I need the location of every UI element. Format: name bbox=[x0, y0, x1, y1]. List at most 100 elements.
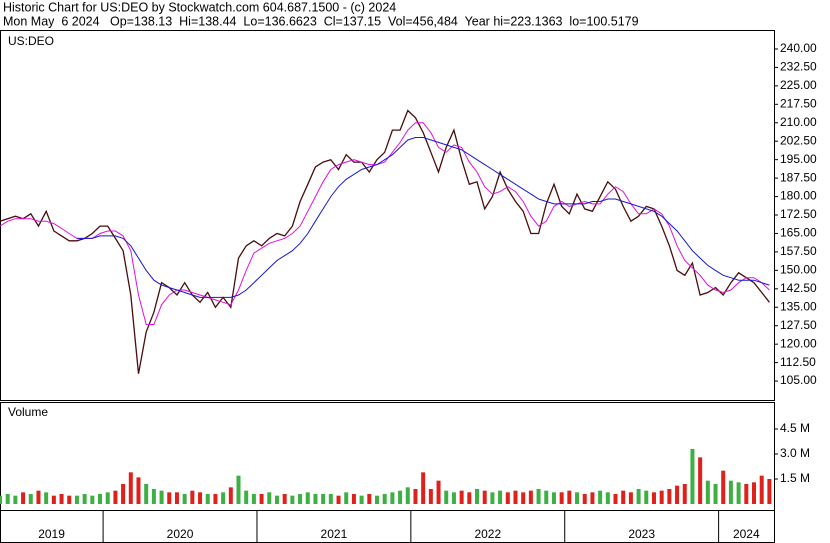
x-tick-label: 2022 bbox=[474, 527, 501, 541]
volume-bar bbox=[251, 494, 256, 504]
volume-bar bbox=[651, 492, 656, 504]
volume-bar bbox=[28, 494, 33, 504]
volume-bar bbox=[398, 490, 403, 504]
volume-bar bbox=[644, 490, 649, 504]
volume-bar bbox=[582, 494, 587, 504]
y-tick-label: 150.00 bbox=[780, 263, 817, 277]
y-tick-label: 217.50 bbox=[780, 96, 817, 110]
volume-bar bbox=[274, 495, 279, 504]
volume-bar bbox=[128, 472, 133, 504]
volume-bar bbox=[113, 490, 118, 504]
volume-bar bbox=[51, 495, 56, 504]
volume-bar bbox=[282, 494, 287, 504]
volume-bar bbox=[167, 492, 172, 504]
volume-bar bbox=[344, 492, 349, 504]
volume-bar bbox=[136, 477, 141, 504]
x-tick-label: 2023 bbox=[628, 527, 655, 541]
volume-bar bbox=[305, 492, 310, 504]
y-tick-label: 127.50 bbox=[780, 318, 817, 332]
y-tick-label: 232.50 bbox=[780, 60, 817, 74]
volume-bar bbox=[374, 495, 379, 504]
y-tick-label: 1.5 M bbox=[780, 471, 810, 485]
volume-bar bbox=[482, 490, 487, 504]
volume-bar bbox=[213, 494, 218, 504]
volume-bar bbox=[659, 490, 664, 504]
volume-bar bbox=[698, 457, 703, 504]
volume-bar bbox=[736, 482, 741, 504]
volume-bar bbox=[74, 495, 79, 504]
volume-bar bbox=[321, 494, 326, 504]
volume-bar bbox=[536, 489, 541, 504]
volume-bar bbox=[144, 484, 149, 504]
y-tick-label: 112.50 bbox=[780, 355, 816, 369]
y-tick-label: 165.00 bbox=[780, 226, 817, 240]
volume-bar bbox=[690, 449, 695, 504]
y-tick-label: 180.00 bbox=[780, 189, 817, 203]
symbol-label: US:DEO bbox=[8, 34, 54, 48]
volume-bar bbox=[613, 494, 618, 504]
volume-bar bbox=[244, 490, 249, 504]
price-line bbox=[0, 109, 770, 374]
volume-bar bbox=[628, 492, 633, 504]
volume-bar bbox=[382, 494, 387, 504]
volume-bar bbox=[174, 492, 179, 504]
x-tick-label: 2024 bbox=[733, 527, 760, 541]
volume-bar bbox=[682, 484, 687, 504]
y-tick-label: 4.5 M bbox=[780, 421, 810, 435]
y-tick-label: 172.50 bbox=[780, 207, 817, 221]
volume-bar bbox=[121, 484, 126, 504]
x-tick-label: 2021 bbox=[321, 527, 348, 541]
y-tick-label: 157.50 bbox=[780, 244, 817, 258]
volume-bar bbox=[82, 494, 87, 504]
volume-bar bbox=[721, 470, 726, 504]
volume-bar bbox=[190, 490, 195, 504]
y-tick-label: 3.0 M bbox=[780, 446, 810, 460]
volume-bar bbox=[521, 492, 526, 504]
volume-bar bbox=[36, 490, 41, 504]
volume-bar bbox=[575, 492, 580, 504]
chart-subtitle: Mon May 6 2024 Op=138.13 Hi=138.44 Lo=13… bbox=[3, 14, 639, 28]
volume-bar bbox=[405, 487, 410, 504]
volume-bar bbox=[675, 485, 680, 504]
y-tick-label: 187.50 bbox=[780, 170, 817, 184]
volume-bar bbox=[290, 495, 295, 504]
y-tick-label: 195.00 bbox=[780, 152, 817, 166]
volume-bar bbox=[90, 495, 95, 504]
moving-average bbox=[76, 137, 770, 298]
volume-bar bbox=[621, 490, 626, 504]
volume-bar bbox=[598, 490, 603, 504]
volume-bar bbox=[44, 492, 49, 504]
moving-average bbox=[0, 122, 770, 325]
volume-bar bbox=[228, 487, 233, 504]
x-tick-label: 2020 bbox=[167, 527, 194, 541]
y-tick-label: 142.50 bbox=[780, 281, 817, 295]
volume-bar bbox=[0, 495, 2, 504]
volume-bar bbox=[590, 492, 595, 504]
volume-bar bbox=[636, 489, 641, 504]
volume-bar bbox=[744, 484, 749, 504]
volume-bar bbox=[351, 494, 356, 504]
volume-bar bbox=[751, 482, 756, 504]
volume-label: Volume bbox=[8, 405, 48, 419]
volume-bar bbox=[336, 495, 341, 504]
volume-bar bbox=[59, 494, 64, 504]
volume-bar bbox=[151, 489, 156, 504]
y-tick-label: 225.00 bbox=[780, 78, 817, 92]
volume-bar bbox=[713, 484, 718, 504]
volume-bar bbox=[98, 494, 103, 504]
volume-bar bbox=[313, 494, 318, 504]
volume-bar bbox=[236, 475, 241, 504]
volume-bar bbox=[467, 492, 472, 504]
volume-bar bbox=[428, 489, 433, 504]
y-tick-label: 120.00 bbox=[780, 336, 817, 350]
volume-bar bbox=[759, 475, 764, 504]
volume-bar bbox=[444, 490, 449, 504]
volume-bar bbox=[605, 492, 610, 504]
volume-bar bbox=[436, 480, 441, 504]
volume-bar bbox=[105, 492, 110, 504]
volume-bar bbox=[13, 495, 18, 504]
volume-bar bbox=[267, 492, 272, 504]
volume-bar bbox=[559, 492, 564, 504]
volume-bar bbox=[5, 494, 10, 504]
